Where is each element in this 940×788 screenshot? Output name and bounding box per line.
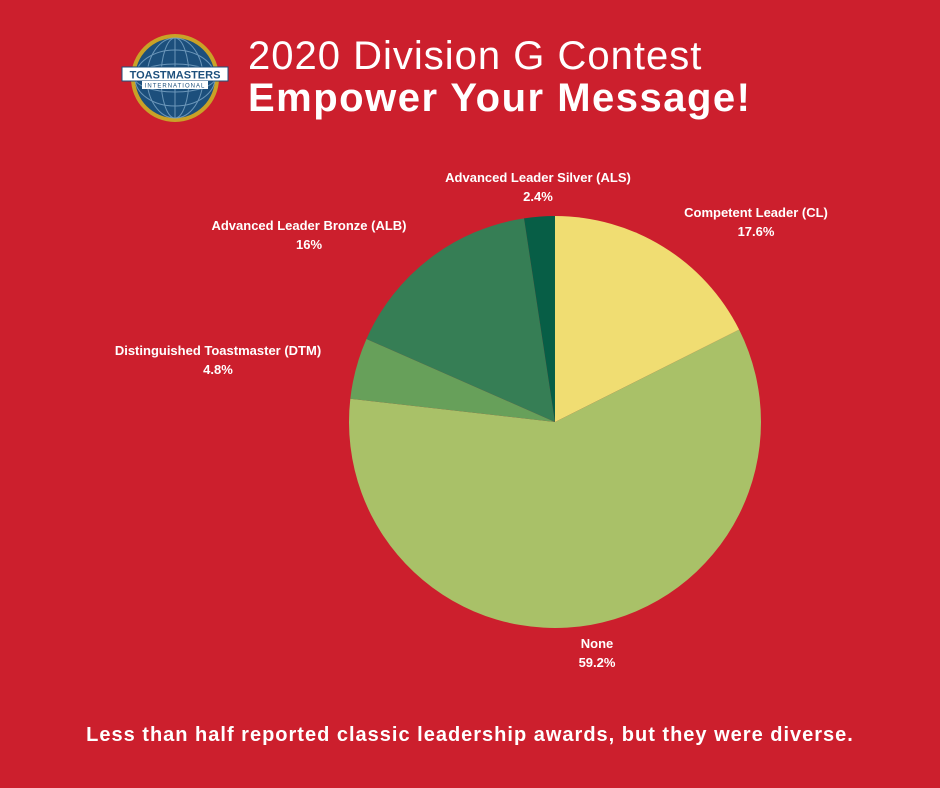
slice-label-none: None: [581, 636, 614, 651]
slice-value-advanced-leader-bronze-alb: 16%: [296, 237, 322, 252]
pie-slice-advanced-leader-silver-als: [524, 216, 555, 422]
slice-label-distinguished-toastmaster-dtm: Distinguished Toastmaster (DTM): [115, 343, 321, 358]
page-subtitle: Empower Your Message!: [248, 76, 752, 120]
pie-slice-competent-leader-cl: [555, 216, 740, 422]
slice-value-distinguished-toastmaster-dtm: 4.8%: [203, 362, 233, 377]
slice-label-advanced-leader-bronze-alb: Advanced Leader Bronze (ALB): [211, 218, 406, 233]
slice-value-none: 59.2%: [579, 655, 616, 670]
page-title: 2020 Division G Contest: [248, 34, 703, 78]
pie-slice-advanced-leader-bronze-alb: [366, 218, 555, 422]
pie-slice-distinguished-toastmaster-dtm: [350, 339, 555, 422]
logo-text: TOASTMASTERS: [130, 70, 221, 82]
logo-subtext: INTERNATIONAL: [145, 84, 206, 90]
slice-value-competent-leader-cl: 17.6%: [738, 224, 775, 239]
pie-slices: [348, 216, 761, 628]
pie-slice-none: [348, 329, 761, 628]
chart-caption: Less than half reported classic leadersh…: [86, 724, 854, 746]
slice-label-advanced-leader-silver-als: Advanced Leader Silver (ALS): [445, 170, 631, 185]
slice-label-competent-leader-cl: Competent Leader (CL): [684, 205, 828, 220]
toastmasters-logo: TOASTMASTERS INTERNATIONAL: [120, 32, 230, 124]
pie-labels: Competent Leader (CL) 17.6% None 59.2% Disti…: [115, 170, 828, 670]
slice-value-advanced-leader-silver-als: 2.4%: [523, 189, 553, 204]
